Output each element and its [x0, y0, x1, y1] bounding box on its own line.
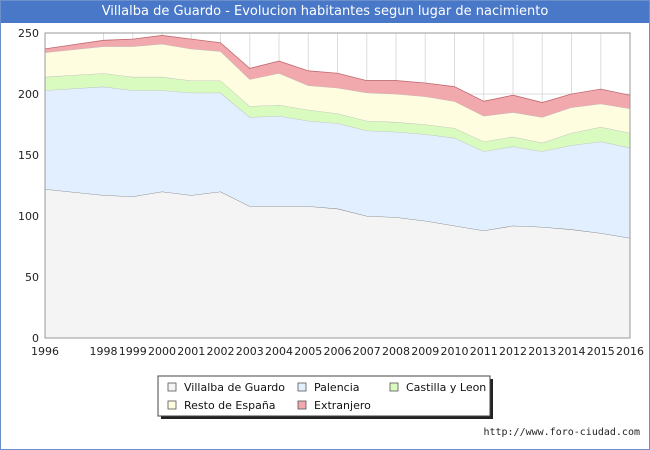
- chart-title: Villalba de Guardo - Evolucion habitante…: [1, 1, 649, 23]
- y-tick-label: 250: [18, 27, 39, 40]
- area-resto-de-espa-a: [45, 43, 630, 143]
- legend: Villalba de Guardo Palencia Castilla y Leo…: [157, 375, 493, 419]
- legend-swatch-resto-de-espa-a: [167, 400, 177, 410]
- x-tick-label: 2011: [470, 345, 498, 358]
- legend-swatch-extranjero: [297, 400, 307, 410]
- legend-label-villalba-de-guardo: Villalba de Guardo: [184, 381, 285, 394]
- x-tick-label: 2012: [499, 345, 527, 358]
- legend-label-extranjero: Extranjero: [314, 399, 371, 412]
- x-tick-label: 2005: [294, 345, 322, 358]
- area-palencia: [45, 86, 630, 238]
- y-tick-label: 200: [18, 88, 39, 101]
- x-tick-label: 2009: [411, 345, 439, 358]
- plot-border: [44, 32, 631, 339]
- legend-swatch-castilla-y-leon: [389, 382, 399, 392]
- y-tick-label: 0: [32, 332, 39, 345]
- x-tick-label: 2008: [382, 345, 410, 358]
- x-tick-label: 2010: [441, 345, 469, 358]
- area-layer: [44, 35, 631, 338]
- legend-swatch-palencia: [297, 382, 307, 392]
- legend-label-castilla-y-leon: Castilla y Leon: [406, 381, 486, 394]
- area-castilla-y-leon: [45, 73, 630, 152]
- y-tick-label: 50: [25, 271, 39, 284]
- x-tick-label: 2003: [236, 345, 264, 358]
- area-villalba-de-guardo: [45, 189, 630, 338]
- x-tick-label: 1999: [119, 345, 147, 358]
- x-tick-label: 2007: [353, 345, 381, 358]
- area-extranjero: [45, 35, 630, 118]
- x-tick-label: 2014: [558, 345, 586, 358]
- y-tick-label: 100: [18, 210, 39, 223]
- legend-label-palencia: Palencia: [314, 381, 360, 394]
- x-tick-label: 2013: [528, 345, 556, 358]
- x-tick-label: 2001: [177, 345, 205, 358]
- legend-swatch-villalba-de-guardo: [167, 382, 177, 392]
- y-tick-label: 150: [18, 149, 39, 162]
- x-tick-label: 2016: [616, 345, 644, 358]
- source-url[interactable]: http://www.foro-ciudad.com: [483, 427, 640, 438]
- x-tick-label: 2006: [324, 345, 352, 358]
- x-tick-label: 1998: [90, 345, 118, 358]
- x-tick-label: 2015: [587, 345, 615, 358]
- x-tick-label: 2004: [265, 345, 293, 358]
- legend-box: [157, 375, 491, 417]
- x-tick-label: 2000: [148, 345, 176, 358]
- legend-label-resto-de-espa-a: Resto de España: [184, 399, 276, 412]
- line-extranjero: [44, 35, 631, 103]
- x-tick-label: 1996: [31, 345, 59, 358]
- x-tick-label: 2002: [207, 345, 235, 358]
